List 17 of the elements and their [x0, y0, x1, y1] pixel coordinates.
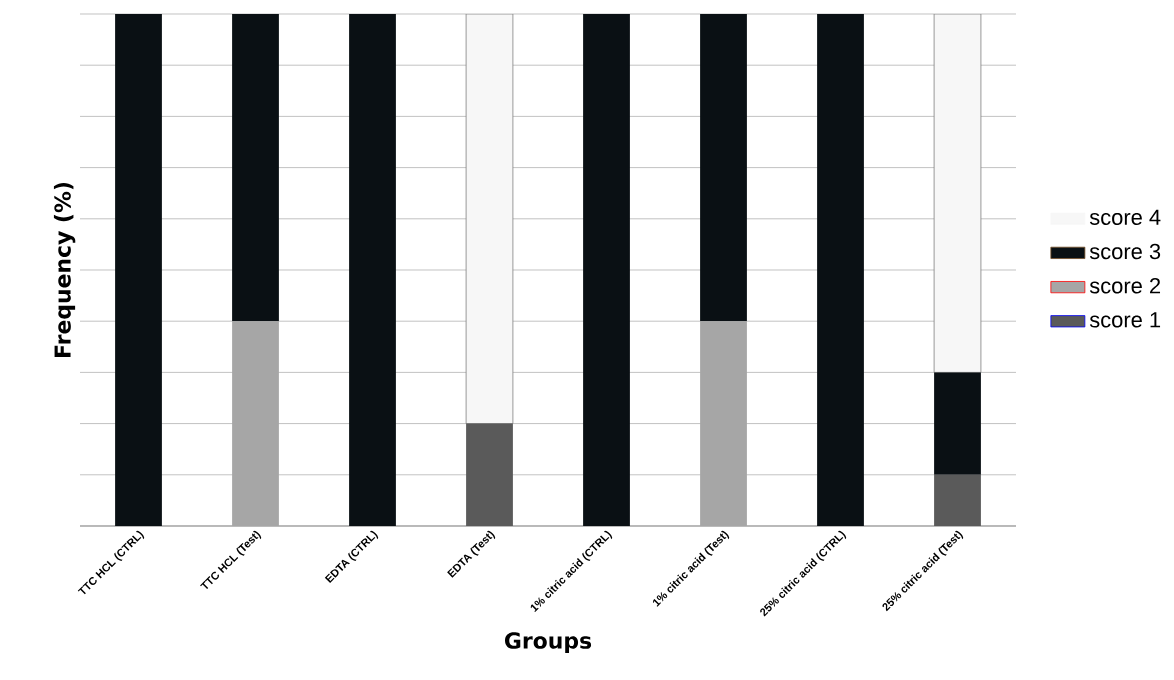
x-axis-title: Groups — [505, 632, 592, 654]
bar — [349, 13, 396, 526]
bar — [466, 423, 513, 526]
bar — [700, 13, 747, 322]
bar — [933, 13, 982, 373]
bar — [934, 474, 981, 526]
legend-label: score 1 — [1089, 312, 1161, 328]
y-axis-title: Frequency (%) — [53, 182, 76, 357]
bar — [583, 13, 630, 526]
bar — [465, 13, 514, 424]
legend-label: score 4 — [1089, 209, 1161, 225]
bar — [115, 13, 162, 526]
legend-label: score 3 — [1089, 243, 1161, 260]
bar — [232, 13, 279, 322]
legend-label: score 2 — [1089, 278, 1161, 294]
bar — [934, 372, 981, 475]
bar — [817, 13, 864, 526]
